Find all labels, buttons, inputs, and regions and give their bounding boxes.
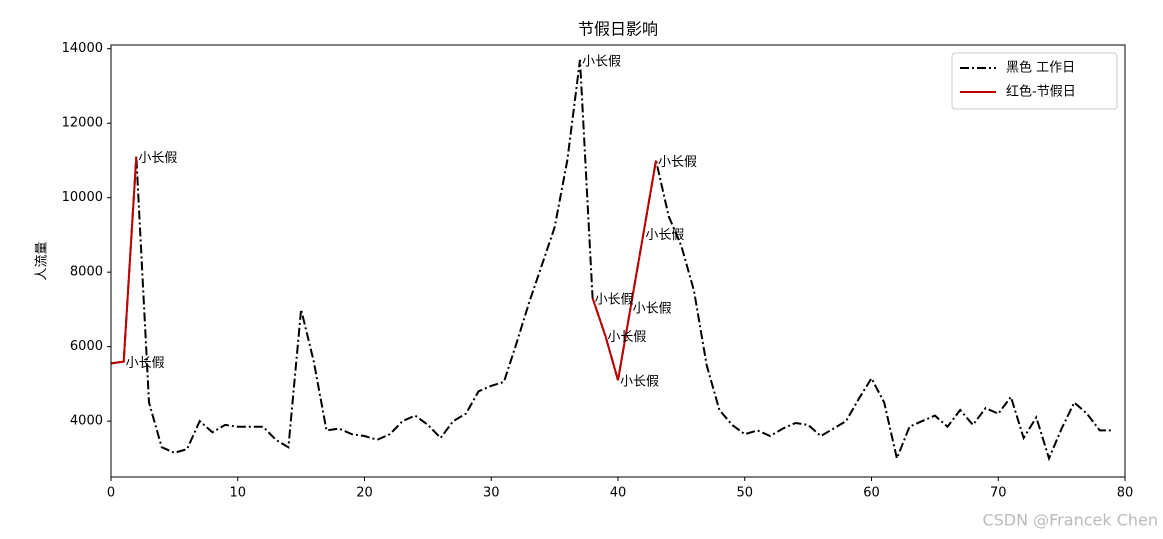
annotation: 小长假 (126, 356, 165, 371)
x-tick-label: 0 (107, 486, 115, 501)
y-tick-label: 14000 (62, 41, 103, 56)
annotation: 小长假 (633, 301, 672, 316)
annotation: 小长假 (620, 375, 659, 390)
y-tick-label: 4000 (70, 414, 103, 429)
y-axis-label: 人流量 (35, 241, 50, 280)
line-series (110, 156, 657, 381)
x-tick-label: 40 (610, 486, 627, 501)
x-tick-label: 80 (1117, 486, 1134, 501)
x-tick-label: 50 (736, 486, 753, 501)
y-tick-label: 10000 (62, 190, 103, 205)
y-tick-label: 8000 (70, 265, 103, 280)
x-tick-label: 70 (990, 486, 1007, 501)
legend-label: 黑色 工作日 (1006, 60, 1075, 76)
plot-frame (110, 44, 1126, 478)
legend-box (951, 52, 1118, 110)
annotation: 小长假 (645, 228, 684, 243)
x-tick-label: 60 (863, 486, 880, 501)
annotation: 小长假 (658, 155, 697, 170)
annotation: 小长假 (607, 330, 646, 345)
x-tick-label: 20 (356, 486, 373, 501)
annotation: 小长假 (582, 54, 621, 69)
y-tick-label: 6000 (70, 339, 103, 354)
y-tick-label: 12000 (62, 116, 103, 131)
annotation: 小长假 (138, 151, 177, 166)
annotation: 小长假 (595, 293, 634, 308)
line-series (110, 59, 1113, 462)
watermark: CSDN @Francek Chen (982, 511, 1158, 530)
chart-title: 节假日影响 (578, 20, 658, 39)
legend-label: 红色-节假日 (1006, 84, 1076, 100)
x-tick-label: 30 (483, 486, 500, 501)
x-tick-label: 10 (229, 486, 246, 501)
